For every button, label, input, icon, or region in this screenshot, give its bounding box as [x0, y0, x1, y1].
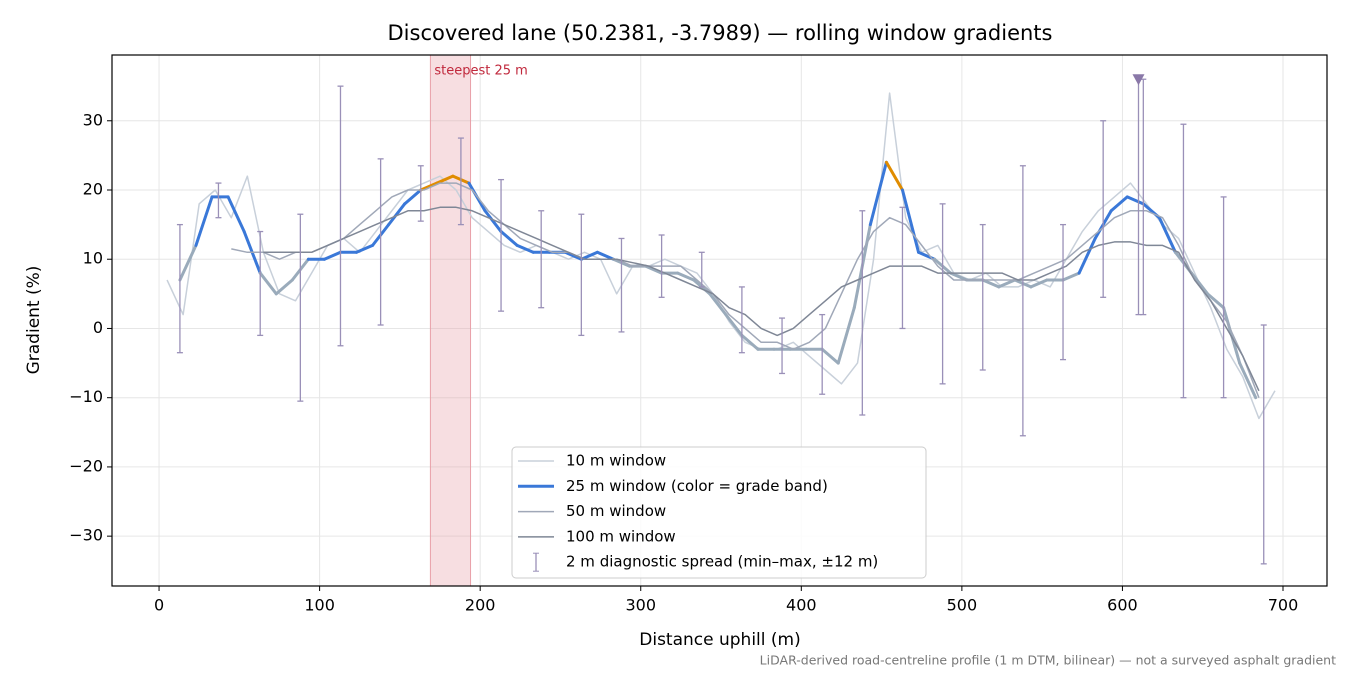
- line-segment: [981, 278, 1001, 289]
- line-segment: [178, 243, 198, 282]
- y-tick-label: −20: [69, 456, 103, 475]
- line-segment: [1061, 271, 1081, 282]
- line-segment: [1077, 236, 1097, 275]
- line-segment: [387, 202, 407, 227]
- line: [231, 182, 1260, 398]
- chart-title: Discovered lane (50.2381, -3.7989) — rol…: [388, 21, 1053, 45]
- x-tick-label: 500: [947, 596, 978, 615]
- line-segment: [900, 188, 921, 254]
- line-segment: [1029, 278, 1049, 289]
- line-segment: [194, 195, 214, 247]
- x-axis-label: Distance uphill (m): [639, 630, 800, 650]
- y-tick-label: −10: [69, 387, 103, 406]
- line-segment: [1157, 216, 1177, 254]
- line-segment: [1109, 195, 1129, 213]
- x-tick-label: 100: [304, 596, 335, 615]
- x-tick-label: 0: [154, 596, 164, 615]
- y-axis-label: Gradient (%): [24, 266, 44, 375]
- plot-frame: [111, 54, 1328, 587]
- line-segment: [949, 271, 969, 282]
- line-segment: [499, 230, 519, 247]
- y-tick-label: 0: [93, 318, 103, 337]
- line-segment: [836, 306, 856, 365]
- line-segment: [644, 264, 664, 275]
- line-segment: [724, 313, 744, 337]
- line-segment: [258, 271, 278, 296]
- x-tick-label: 300: [625, 596, 656, 615]
- line-segment: [322, 250, 342, 261]
- line-segment: [740, 333, 760, 351]
- line-segment: [1238, 361, 1258, 400]
- line-segment: [483, 209, 503, 234]
- y-tick-label: 30: [83, 110, 103, 129]
- line-segment: [274, 278, 294, 296]
- y-tick-label: 10: [83, 249, 103, 268]
- marker: [1132, 74, 1145, 86]
- x-tick-label: 600: [1107, 596, 1138, 615]
- line-segment: [868, 160, 888, 227]
- x-tick-label: 700: [1268, 596, 1299, 615]
- y-tick-label: −30: [69, 526, 103, 545]
- y-tick-label: 20: [83, 180, 103, 199]
- line: [263, 206, 1260, 392]
- x-tick-label: 400: [786, 596, 817, 615]
- line-segment: [820, 347, 840, 365]
- line-segment: [1189, 271, 1210, 296]
- highlight-label: steepest 25 m: [434, 64, 527, 79]
- legend-label: 100 m window: [566, 527, 676, 545]
- legend-label: 50 m window: [566, 502, 666, 520]
- line-segment: [435, 174, 455, 185]
- line-segment: [1125, 195, 1145, 206]
- line-segment: [579, 250, 599, 261]
- x-tick-label: 200: [465, 596, 496, 615]
- line-segment: [403, 188, 423, 206]
- legend-label: 10 m window: [566, 452, 666, 470]
- legend-box: [511, 446, 927, 579]
- highlight-span: [429, 54, 472, 587]
- line-segment: [676, 271, 696, 282]
- line-segment: [563, 250, 583, 261]
- legend-label: 25 m window (color = grade band): [566, 477, 828, 495]
- line-segment: [419, 181, 439, 192]
- footnote: LiDAR-derived road-centreline profile (1…: [760, 653, 1336, 668]
- line-segment: [884, 160, 904, 192]
- line-segment: [226, 195, 246, 234]
- line-segment: [708, 292, 728, 317]
- line-segment: [595, 250, 615, 261]
- line-segment: [515, 243, 535, 254]
- line-segment: [355, 243, 375, 254]
- line-segment: [1206, 292, 1226, 310]
- legend-label: 2 m diagnostic spread (min–max, ±12 m): [566, 553, 878, 571]
- line-segment: [997, 278, 1017, 289]
